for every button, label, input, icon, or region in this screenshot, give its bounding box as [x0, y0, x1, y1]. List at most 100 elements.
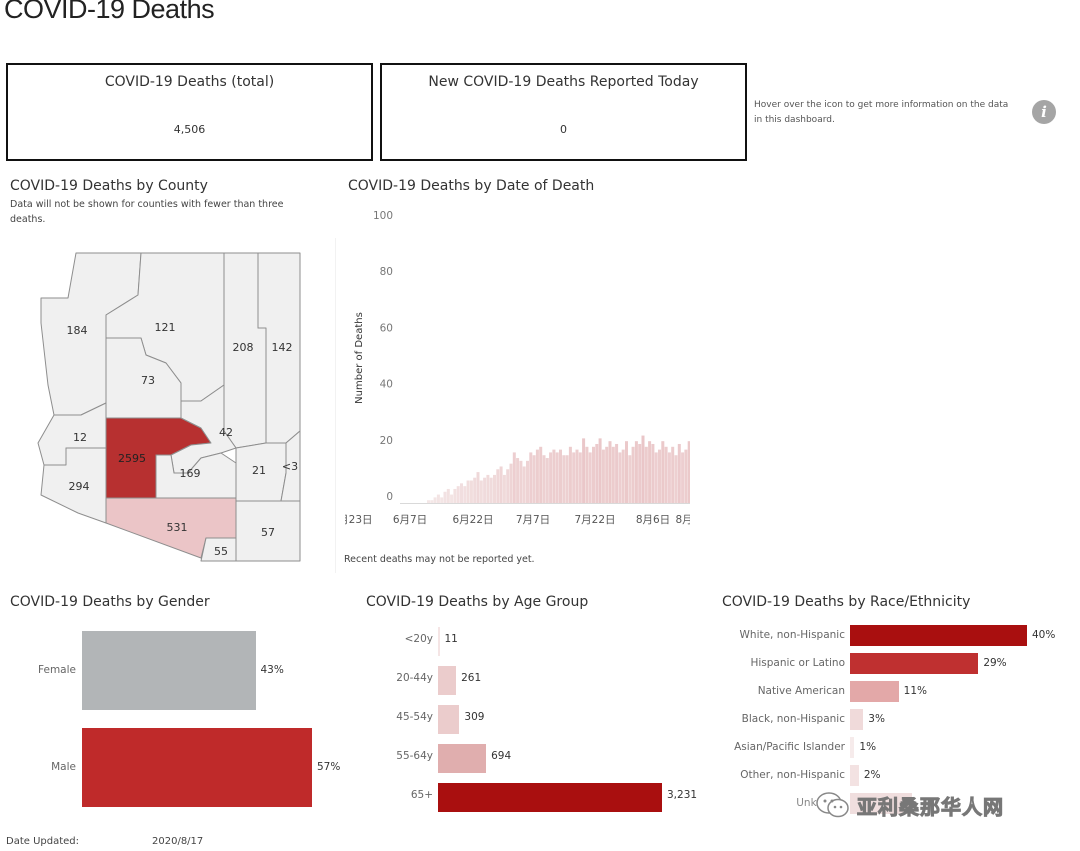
date-bar: [595, 443, 599, 503]
y-tick-label: 60: [380, 322, 393, 334]
date-bar: [565, 455, 569, 503]
date-bar: [555, 452, 559, 503]
race-label: White, non-Hispanic: [739, 629, 845, 641]
date-bar: [648, 441, 652, 503]
x-tick-label: 7月7日: [516, 514, 550, 526]
age-value: 11: [444, 633, 458, 645]
county-note: Data will not be shown for counties with…: [10, 199, 284, 225]
date-bar: [545, 458, 549, 503]
date-bar: [631, 446, 635, 503]
date-bar: [440, 497, 444, 503]
county-value-la-paz: 12: [73, 431, 87, 444]
date-bar: [671, 446, 675, 503]
kpi-total-deaths: COVID-19 Deaths (total) 4,506: [6, 63, 373, 161]
date-bar: [532, 455, 536, 503]
gender-bar[interactable]: [82, 728, 312, 807]
kpi-total-label: COVID-19 Deaths (total): [104, 74, 275, 90]
date-bar: [611, 446, 615, 503]
info-icon[interactable]: i: [1032, 100, 1056, 124]
date-bar: [446, 488, 450, 503]
race-bar[interactable]: [850, 681, 899, 702]
date-chart-title: COVID-19 Deaths by Date of Death: [348, 178, 595, 194]
y-tick-label: 80: [380, 266, 393, 278]
race-section-title: COVID-19 Deaths by Race/Ethnicity: [722, 594, 971, 610]
date-bar: [634, 441, 638, 503]
date-bar: [687, 441, 690, 503]
race-bar[interactable]: [850, 765, 859, 786]
county-value-yuma: 294: [69, 480, 90, 493]
date-bar: [427, 500, 430, 503]
race-label: Hispanic or Latino: [750, 657, 845, 669]
date-bar: [615, 443, 619, 503]
race-value: 2%: [863, 769, 881, 781]
x-tick-label: 8月6日: [636, 514, 670, 526]
race-bar[interactable]: [850, 625, 1027, 646]
date-bar: [506, 469, 510, 503]
age-label: 55-64y: [396, 750, 433, 762]
race-bar[interactable]: [850, 709, 864, 730]
gender-section-title: COVID-19 Deaths by Gender: [10, 594, 210, 610]
wechat-logo-icon: [815, 791, 851, 819]
x-tick-label: 7月22日: [574, 514, 615, 526]
date-bar: [463, 486, 467, 503]
county-value-apache: 142: [272, 341, 293, 354]
age-bar[interactable]: [438, 783, 662, 812]
x-tick-label: 8月21日: [675, 514, 690, 526]
race-bar[interactable]: [850, 793, 912, 814]
county-value-pinal: 169: [180, 467, 201, 480]
date-bar: [638, 443, 642, 503]
date-bar: [681, 452, 685, 503]
age-bar[interactable]: [438, 627, 440, 656]
gender-label: Male: [51, 761, 76, 773]
date-bar: [644, 446, 648, 503]
date-bar: [516, 458, 520, 503]
race-label: Other, non-Hispanic: [740, 769, 845, 781]
gender-label: Female: [38, 664, 76, 676]
age-bar[interactable]: [438, 666, 457, 695]
date-bar: [542, 455, 546, 503]
watermark: 亚利桑那华人网: [815, 787, 1004, 823]
date-bar: [436, 494, 440, 503]
y-tick-label: 40: [380, 379, 393, 391]
y-tick-label: 0: [386, 491, 393, 503]
age-value: 309: [464, 711, 485, 723]
date-bar: [592, 446, 595, 503]
date-bar: [535, 449, 539, 503]
date-bar: [522, 466, 526, 503]
date-bar: [575, 449, 579, 503]
county-value-gila: 42: [219, 426, 233, 439]
race-bar[interactable]: [850, 653, 979, 674]
date-bar: [628, 455, 632, 503]
date-bar: [473, 477, 477, 503]
date-bar: [568, 446, 572, 503]
y-axis-label: Number of Deaths: [354, 312, 365, 404]
race-value: 29%: [983, 657, 1007, 669]
age-bar[interactable]: [438, 744, 487, 773]
gender-value: 57%: [317, 761, 341, 773]
date-bar: [443, 491, 447, 503]
date-bar: [621, 449, 625, 503]
y-tick-label: 20: [380, 435, 393, 447]
county-shape-cochise[interactable]: [235, 500, 301, 562]
kpi-new-deaths-today: New COVID-19 Deaths Reported Today 0: [380, 63, 747, 161]
date-bar: [601, 449, 605, 503]
date-bar: [552, 449, 556, 503]
county-value-coconino: 121: [155, 321, 176, 334]
date-bar: [562, 455, 566, 503]
date-bar: [526, 460, 529, 503]
date-bar: [430, 500, 434, 503]
gender-bar[interactable]: [82, 631, 256, 710]
county-value-maricopa: 2595: [118, 452, 146, 465]
date-bar: [460, 483, 463, 503]
county-value-yavapai: 73: [141, 374, 155, 387]
date-updated-value: 2020/8/17: [152, 836, 204, 847]
age-section-title: COVID-19 Deaths by Age Group: [366, 594, 589, 610]
county-value-cochise: 57: [261, 526, 275, 539]
date-bar: [486, 474, 490, 503]
date-bar: [539, 446, 543, 503]
date-bar: [479, 480, 483, 503]
county-section-title: COVID-19 Deaths by County: [10, 178, 208, 194]
race-bar[interactable]: [850, 737, 855, 758]
age-bar[interactable]: [438, 705, 460, 734]
date-bar: [456, 486, 460, 503]
